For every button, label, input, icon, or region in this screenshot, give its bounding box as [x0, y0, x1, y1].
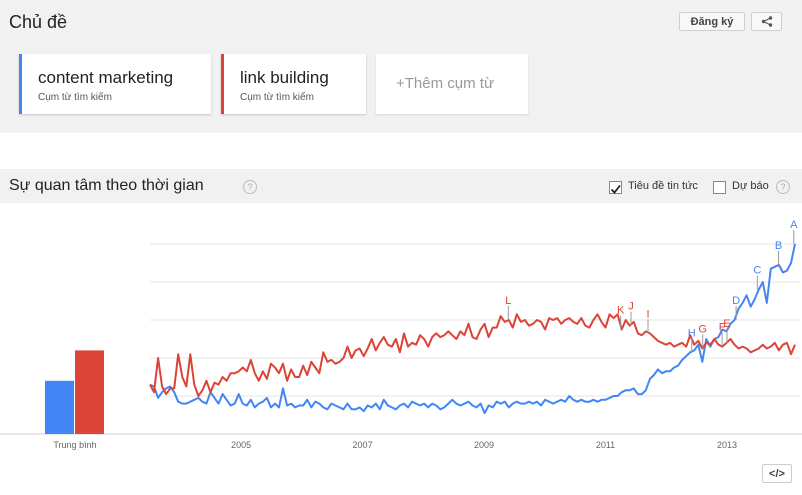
- x-tick-label: 2011: [596, 440, 615, 450]
- interest-header: Sự quan tâm theo thời gian: [0, 169, 802, 203]
- annotation-label: A: [790, 219, 798, 231]
- topics-title: Chủ đề: [9, 12, 68, 32]
- annotation-label: L: [505, 295, 511, 307]
- share-button[interactable]: [751, 12, 782, 31]
- chart-series: [149, 243, 796, 415]
- annotation-label: F: [719, 322, 726, 334]
- news-headlines-label: Tiêu đề tin tức: [628, 180, 698, 192]
- term-color-bar: [221, 54, 224, 114]
- chart-annotations: L K JI H G FED C BA: [505, 219, 798, 353]
- news-headlines-checkbox[interactable]: [609, 181, 622, 194]
- average-bar: [45, 380, 74, 434]
- x-tick-label: 2007: [353, 440, 373, 450]
- term-subtitle: Cụm từ tìm kiếm: [240, 92, 314, 103]
- help-icon[interactable]: ?: [776, 180, 790, 194]
- term-label: link building: [240, 68, 329, 87]
- term-color-bar: [19, 54, 22, 114]
- x-tick-label: 2005: [231, 440, 251, 450]
- forecast-label: Dự báo: [732, 180, 769, 192]
- x-tick-label: 2013: [717, 440, 737, 450]
- forecast-checkbox[interactable]: [713, 181, 726, 194]
- x-axis-ticks: 2005 2007 2009 2011 2013: [231, 440, 737, 450]
- subscribe-button[interactable]: Đăng ký: [679, 12, 745, 31]
- average-bar: [75, 350, 104, 434]
- series-line-link-building: [149, 313, 796, 397]
- annotation-label: C: [753, 265, 761, 277]
- annotation-label: H: [688, 327, 696, 339]
- interest-title: Sự quan tâm theo thời gian: [9, 177, 204, 194]
- add-term-button[interactable]: +Thêm cụm từ: [376, 54, 528, 114]
- embed-button[interactable]: </>: [762, 464, 792, 483]
- help-icon[interactable]: ?: [243, 180, 257, 194]
- term-card-link-building[interactable]: link building Cụm từ tìm kiếm: [221, 54, 366, 114]
- annotation-label: J: [628, 301, 634, 313]
- share-icon: [761, 16, 772, 27]
- annotation-label: G: [698, 324, 707, 336]
- checkmark-icon: [610, 184, 621, 194]
- annotation-label: E: [723, 318, 730, 330]
- series-line-content-marketing: [149, 243, 796, 415]
- term-subtitle: Cụm từ tìm kiếm: [38, 92, 112, 103]
- x-tick-label: 2009: [474, 440, 494, 450]
- annotation-label: D: [732, 295, 740, 307]
- term-label: content marketing: [38, 68, 174, 87]
- interest-over-time-chart: Trung bình L K JI H G FED C BA 2005 2007 2009 2011…: [0, 219, 802, 450]
- term-card-content-marketing[interactable]: content marketing Cụm từ tìm kiếm: [19, 54, 211, 114]
- annotation-label: B: [775, 240, 782, 252]
- topics-panel: Chủ đề Đăng ký content marketing Cụm từ …: [0, 0, 802, 133]
- annotation-label: K: [617, 305, 625, 317]
- average-bars: Trung bình: [45, 350, 104, 450]
- annotation-label: I: [646, 308, 649, 320]
- chart-gridlines: [0, 243, 802, 435]
- average-label: Trung bình: [53, 440, 96, 450]
